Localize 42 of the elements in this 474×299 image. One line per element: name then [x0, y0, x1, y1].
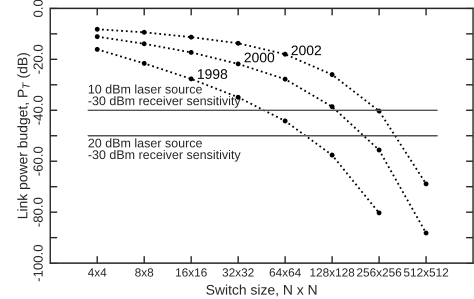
point [330, 72, 335, 78]
x-tick-label: 256x256 [357, 268, 402, 277]
x-tick-label: 4x4 [88, 268, 106, 277]
series-label: 2000 [244, 52, 274, 62]
x-tick-label: 512x512 [404, 268, 448, 277]
ref-line-label: 10 dBm laser source -30 dBm receiver sensitivity [88, 84, 241, 108]
point [94, 34, 100, 40]
point [142, 30, 147, 35]
point [330, 152, 335, 158]
point [188, 76, 194, 82]
y-tick-label: 0.0 [33, 0, 43, 18]
x-tick-label: 32x32 [222, 268, 254, 277]
x-tick-label: 16x16 [176, 268, 207, 277]
series-label: 1998 [198, 69, 228, 79]
y-tick-label: -100.0 [33, 244, 43, 282]
point [282, 118, 288, 124]
point [282, 76, 288, 82]
ref-line-label: 20 dBm laser source -30 dBm receiver sensitivity [88, 138, 241, 162]
point [236, 40, 241, 46]
point [236, 61, 241, 66]
point [142, 41, 147, 46]
point [94, 46, 100, 52]
point [188, 50, 194, 55]
y-tick-label: -20.0 [33, 44, 43, 74]
point [142, 60, 147, 66]
point [330, 104, 335, 110]
point [376, 210, 382, 216]
point [94, 26, 100, 32]
x-axis-title: Switch size, N x N [206, 284, 316, 296]
y-axis-title: Link power budget, P$_{T}$ (dB) [17, 53, 30, 218]
point [424, 181, 429, 186]
series-label: 2002 [292, 45, 322, 56]
point [376, 148, 382, 152]
x-tick-label: 64x64 [270, 268, 301, 277]
x-tick-label: 8x8 [135, 268, 154, 277]
point [282, 52, 288, 57]
y-tick-label: -40.0 [33, 96, 43, 125]
point [424, 230, 429, 236]
point [188, 34, 194, 40]
y-tick-label: -80.0 [33, 198, 43, 227]
y-tick-label: -60.0 [33, 146, 43, 176]
x-tick-label: 128x128 [310, 268, 354, 277]
